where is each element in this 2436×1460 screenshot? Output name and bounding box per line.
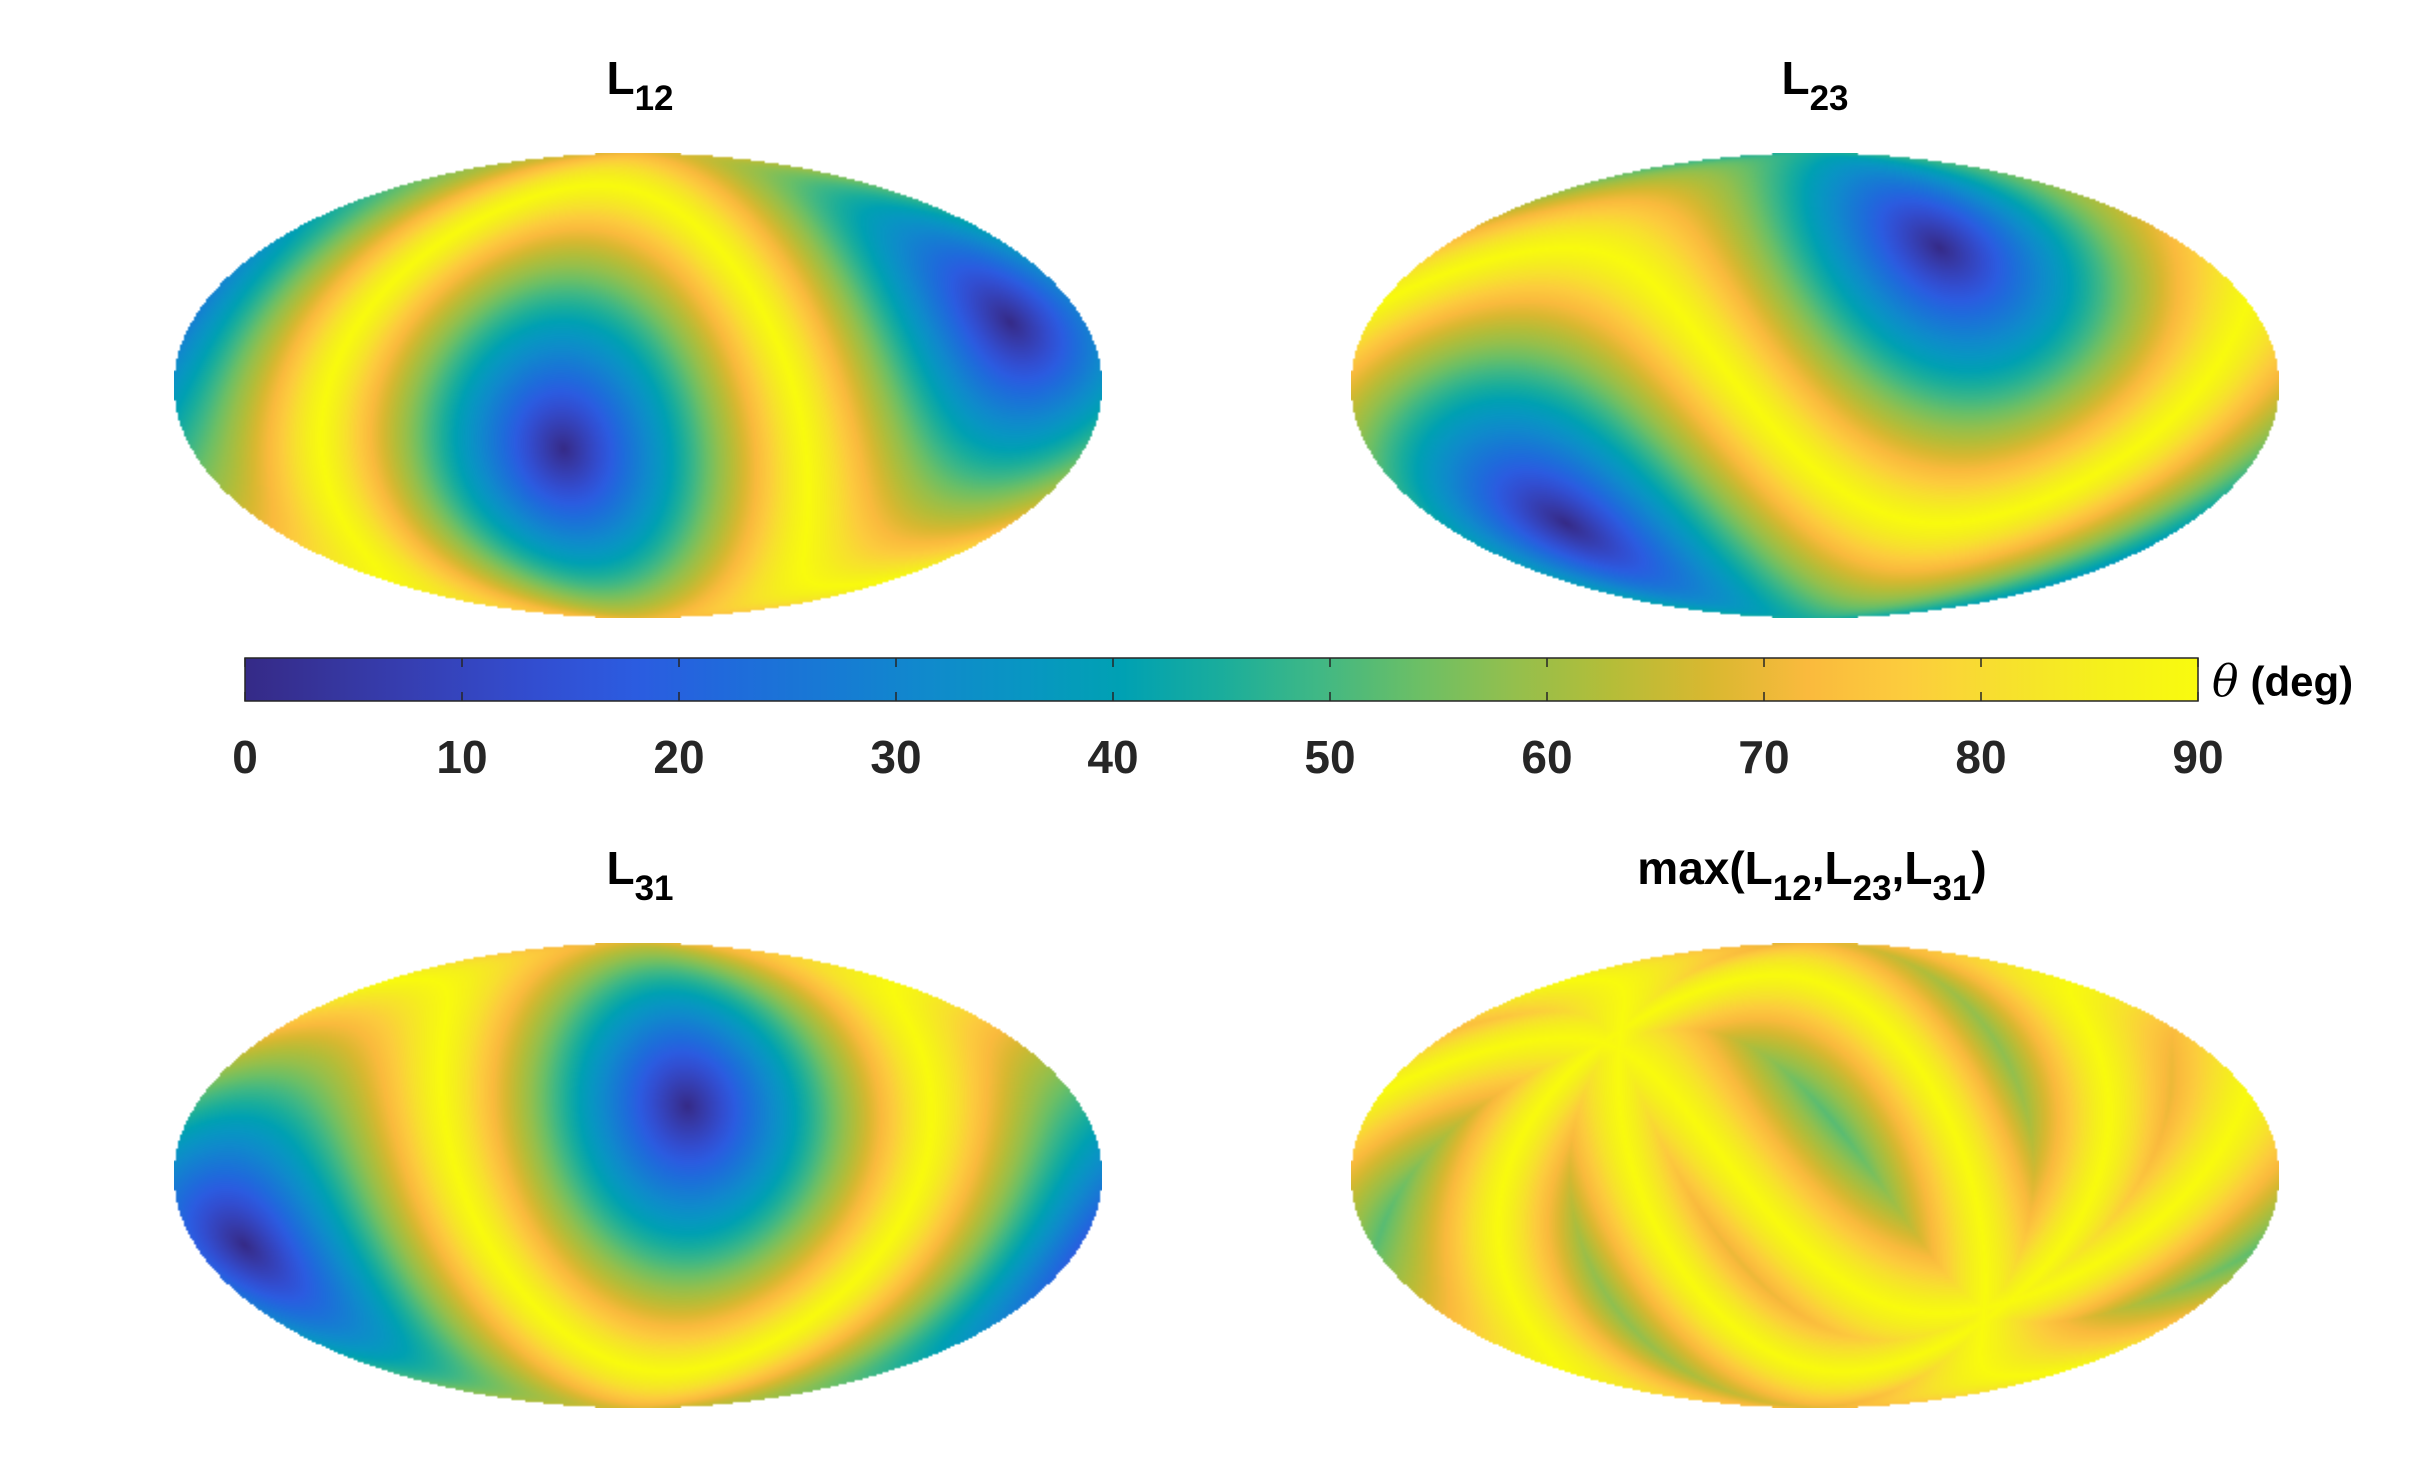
- colorbar-tick-label: 10: [436, 731, 487, 783]
- colorbar-tick-label: 70: [1738, 731, 1789, 783]
- colorbar-tick-label: 60: [1521, 731, 1572, 783]
- colorbar-tick-label: 90: [2172, 731, 2223, 783]
- panel-title-l12: L12: [606, 52, 673, 118]
- colorbar-ticks: 0 10 20 30 40 50 60 70 80 90: [232, 658, 2224, 783]
- map-l31: [173, 943, 1103, 1408]
- colorbar-tick-label: 50: [1304, 731, 1355, 783]
- colorbar: 0 10 20 30 40 50 60 70 80 90 θ (deg): [232, 656, 2353, 783]
- colorbar-tick-label: 20: [653, 731, 704, 783]
- map-max: [1350, 943, 2280, 1408]
- map-l23: [1350, 153, 2280, 618]
- panel-l12: L12: [173, 52, 1103, 618]
- panel-l31: L31: [173, 842, 1103, 1408]
- map-l12: [173, 153, 1103, 618]
- panel-max: max(L12,L23,L31): [1350, 842, 2280, 1408]
- panel-l23: L23: [1350, 52, 2280, 618]
- panel-title-l31: L31: [606, 842, 673, 908]
- colorbar-tick-label: 80: [1955, 731, 2006, 783]
- colorbar-tick-label: 40: [1087, 731, 1138, 783]
- colorbar-tick-label: 0: [232, 731, 258, 783]
- panel-title-l23: L23: [1781, 52, 1848, 118]
- colorbar-label: θ (deg): [2212, 656, 2353, 707]
- colorbar-tick-label: 30: [870, 731, 921, 783]
- colorbar-strip: [244, 657, 2199, 702]
- panel-title-max: max(L12,L23,L31): [1637, 842, 1986, 908]
